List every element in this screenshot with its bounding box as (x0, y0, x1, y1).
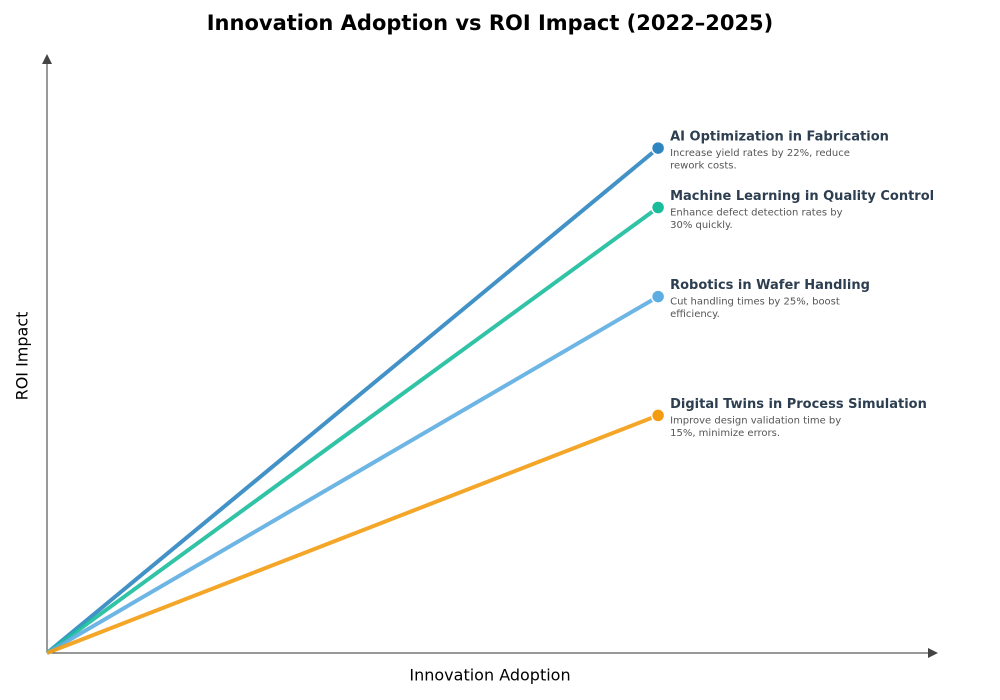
series-line (45, 205, 660, 655)
series-label: AI Optimization in Fabrication (670, 130, 889, 145)
end-point (650, 408, 666, 423)
series-label: Digital Twins in Process Simulation (670, 397, 927, 412)
end-point (650, 289, 666, 304)
x-axis-label: Innovation Adoption (409, 666, 570, 685)
series-description: Enhance defect detection rates by (670, 208, 843, 219)
series-label: Machine Learning in Quality Control (670, 189, 934, 204)
series-line (45, 146, 660, 655)
series-description: 15%, minimize errors. (670, 428, 780, 439)
series-label: Robotics in Wafer Handling (670, 278, 870, 293)
series-line (45, 294, 660, 655)
x-axis-arrow (928, 648, 938, 658)
series-description: rework costs. (670, 161, 737, 172)
series-description: Increase yield rates by 22%, reduce (670, 148, 850, 159)
y-axis-arrow (42, 54, 52, 64)
series-line (46, 413, 659, 655)
chart-title: Innovation Adoption vs ROI Impact (2022–… (207, 11, 774, 35)
series-description: 30% quickly. (670, 220, 733, 231)
series-description: efficiency. (670, 309, 720, 320)
y-axis-label: ROI Impact (13, 312, 32, 401)
series-description: Improve design validation time by (670, 415, 841, 426)
series-description: Cut handling times by 25%, boost (670, 297, 840, 308)
end-point (650, 200, 666, 215)
end-point (650, 140, 666, 156)
